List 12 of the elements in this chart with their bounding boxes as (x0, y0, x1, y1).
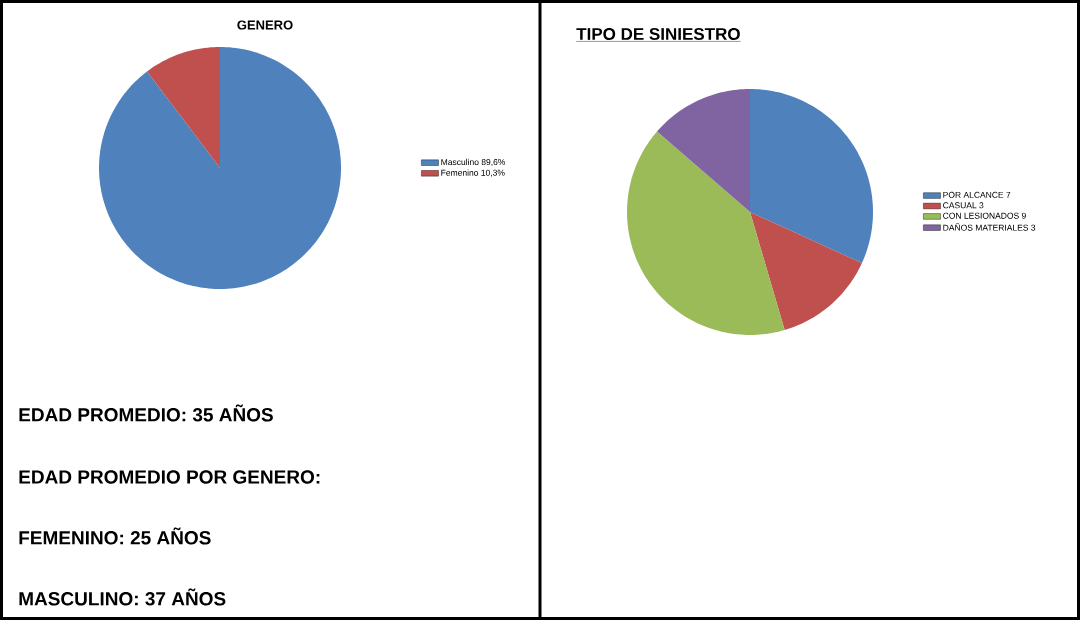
legend-label: POR ALCANCE 7 (943, 191, 1011, 198)
chart-title: GENERO (237, 20, 293, 30)
legend-label: CON LESIONADOS 9 (943, 212, 1026, 219)
text: EDAD PROMEDIO: 35 AÑOS (19, 404, 273, 422)
text: FEMENINO: 25 AÑOS (19, 527, 211, 545)
text: MASCULINO: 37 AÑOS (19, 588, 226, 606)
text: EDAD PROMEDIO POR GENERO: (19, 470, 320, 484)
legend-label: Masculino 89,6% (441, 158, 506, 167)
legend-label: DAÑOS MATERIALES 3 (943, 223, 1036, 231)
chart-title: TIPO DE SINIESTRO (576, 27, 740, 41)
legend-label: CASUAL 3 (943, 202, 984, 209)
legend-label: Femenino 10,3% (441, 169, 505, 177)
